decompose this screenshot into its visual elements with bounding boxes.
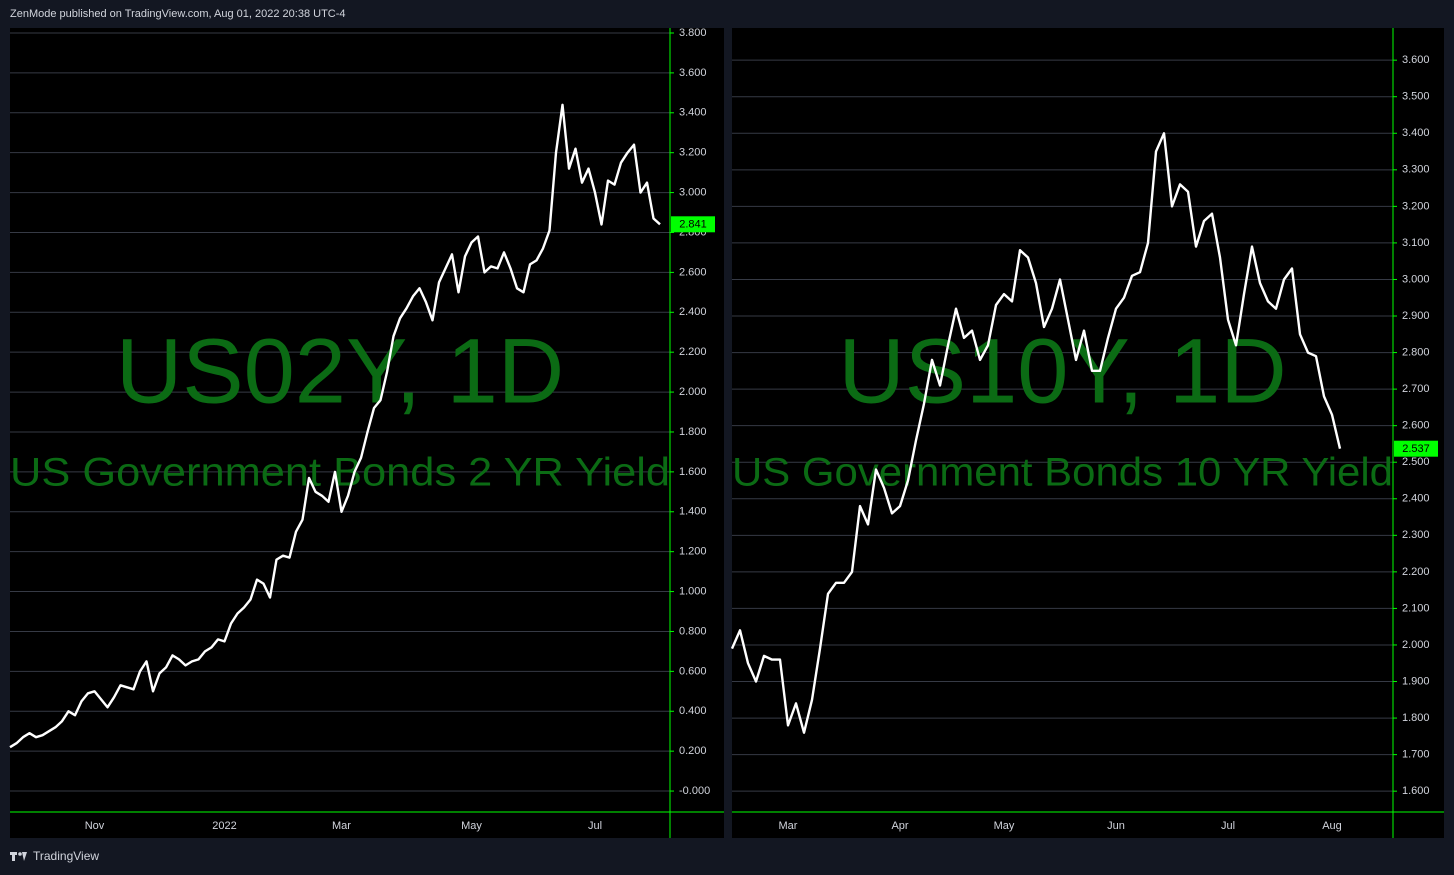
y-tick-label: 2.100 — [1402, 602, 1430, 614]
last-price-tag — [671, 216, 715, 233]
y-tick-label: 2.000 — [1402, 639, 1430, 651]
y-tick-label: 2.900 — [1402, 310, 1430, 322]
y-tick-label: 3.600 — [1402, 54, 1430, 66]
y-tick-label: 0.200 — [679, 745, 707, 757]
y-tick-label: 1.200 — [679, 546, 707, 558]
watermark-symbol: US02Y, 1D — [116, 320, 564, 422]
last-price-label: 2.537 — [1402, 443, 1430, 455]
y-tick-label: 2.600 — [679, 266, 707, 278]
watermark-description: US Government Bonds 2 YR Yield — [10, 451, 670, 495]
y-tick-label: 1.800 — [1402, 712, 1430, 724]
panel-background — [732, 28, 1444, 838]
last-price-label: 2.841 — [679, 219, 707, 231]
x-tick-label: Aug — [1322, 820, 1342, 832]
y-tick-label: 0.800 — [679, 625, 707, 637]
tv-logo — [10, 852, 27, 861]
y-tick-label: 0.600 — [679, 665, 707, 677]
y-tick-label: 2.200 — [1402, 566, 1430, 578]
chart-panel: 3.600 3.500 3.400 3.300 3.200 3.100 3.000 2.900… — [730, 28, 1444, 838]
y-tick-label: 3.600 — [679, 67, 707, 79]
y-tick-label: 3.100 — [1402, 237, 1430, 249]
y-tick-label: 2.000 — [679, 386, 707, 398]
x-tick-label: Jun — [1107, 820, 1125, 832]
y-tick-label: 3.300 — [1402, 164, 1430, 176]
x-tick-label: Nov — [85, 820, 105, 832]
y-tick-label: 2.300 — [1402, 529, 1430, 541]
y-tick-label: 2.400 — [1402, 493, 1430, 505]
publish-note: ZenMode published on TradingView.com, Au… — [10, 8, 346, 20]
chart-panel: 3.8003.6003.4003.2003.0002.8002.6002.400… — [9, 27, 724, 838]
x-tick-label: May — [461, 820, 482, 832]
y-tick-label: 0.400 — [679, 705, 707, 717]
last-price-tag — [1394, 440, 1438, 457]
y-tick-label: 1.000 — [679, 585, 707, 597]
y-tick-label: 3.000 — [679, 186, 707, 198]
x-tick-label: Mar — [779, 820, 798, 832]
y-tick-label: 1.900 — [1402, 675, 1430, 687]
x-tick-label: 2022 — [212, 820, 236, 832]
y-tick-label: 2.700 — [1402, 383, 1430, 395]
x-tick-label: May — [994, 820, 1015, 832]
y-tick-label: 3.400 — [1402, 127, 1430, 139]
y-tick-label: -0.000 — [679, 785, 710, 797]
x-tick-label: Jul — [1221, 820, 1235, 832]
y-tick-label: 3.200 — [1402, 200, 1430, 212]
price-line — [9, 103, 661, 749]
y-tick-label: 1.800 — [679, 426, 707, 438]
y-tick-label: 3.800 — [679, 27, 707, 39]
x-tick-label: Jul — [588, 820, 602, 832]
x-tick-label: Apr — [891, 820, 908, 832]
y-tick-label: 1.700 — [1402, 749, 1430, 761]
price-line — [730, 132, 1342, 734]
x-tick-label: Mar — [332, 820, 351, 832]
y-tick-label: 2.200 — [679, 346, 707, 358]
watermark-description: US Government Bonds 10 YR Yield — [732, 451, 1393, 495]
y-tick-label: 3.000 — [1402, 273, 1430, 285]
y-tick-label: 2.600 — [1402, 420, 1430, 432]
y-tick-label: 3.400 — [679, 107, 707, 119]
y-tick-label: 2.400 — [679, 306, 707, 318]
y-tick-label: 1.600 — [1402, 785, 1430, 797]
footer-brand: TradingView — [33, 849, 99, 863]
y-tick-label: 3.200 — [679, 147, 707, 159]
y-tick-label: 3.500 — [1402, 91, 1430, 103]
y-tick-label: 2.800 — [1402, 346, 1430, 358]
watermark-symbol: US10Y, 1D — [838, 320, 1286, 422]
y-tick-label: 2.500 — [1402, 456, 1430, 468]
y-tick-label: 1.400 — [679, 506, 707, 518]
y-tick-label: 1.600 — [679, 466, 707, 478]
